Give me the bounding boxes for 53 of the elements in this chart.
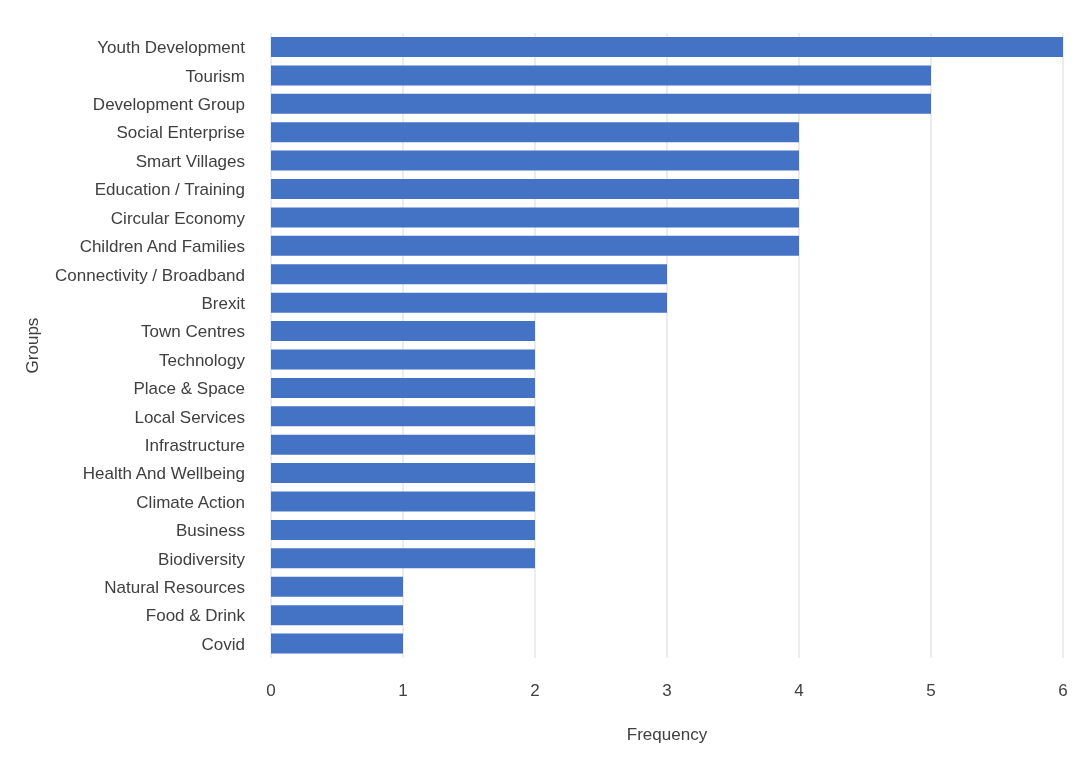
y-tick-label: Technology	[158, 350, 246, 370]
bar	[271, 519, 535, 540]
x-tick-label: 4	[794, 681, 804, 701]
bar	[271, 36, 1063, 57]
bar	[271, 65, 931, 86]
bar	[271, 235, 799, 256]
bar	[271, 122, 799, 143]
y-tick-label: Social Enterprise	[116, 123, 245, 143]
bar	[271, 576, 403, 597]
y-tick-label: Business	[176, 521, 245, 541]
bar	[271, 179, 799, 200]
x-tick-label: 2	[530, 681, 540, 701]
y-tick-label: Town Centres	[141, 322, 245, 342]
bar	[271, 633, 403, 654]
y-tick-label: Place & Space	[133, 379, 245, 399]
bar	[271, 491, 535, 512]
bar	[271, 150, 799, 171]
y-tick-label: Education / Training	[94, 180, 245, 200]
bar	[271, 264, 667, 285]
y-tick-label: Youth Development	[97, 38, 246, 58]
y-tick-label: Climate Action	[136, 492, 245, 512]
y-tick-label: Smart Villages	[135, 151, 245, 171]
y-tick-label: Local Services	[134, 407, 245, 427]
x-tick-label: 6	[1058, 681, 1068, 701]
bar	[271, 377, 535, 398]
bar	[271, 207, 799, 228]
y-tick-label: Tourism	[185, 66, 245, 86]
y-tick-label: Covid	[201, 634, 245, 654]
bar	[271, 406, 535, 427]
y-tick-label: Brexit	[201, 293, 246, 313]
bar	[271, 321, 535, 342]
y-tick-label: Natural Resources	[104, 578, 245, 598]
y-tick-label: Food & Drink	[145, 606, 246, 626]
bar	[271, 605, 403, 626]
bar	[271, 349, 535, 370]
bar	[271, 548, 535, 569]
x-tick-label: 5	[926, 681, 936, 701]
bar	[271, 463, 535, 484]
y-axis-title: Groups	[23, 317, 43, 374]
x-tick-label: 0	[266, 681, 276, 701]
y-tick-label: Health And Wellbeing	[82, 464, 245, 484]
bar	[271, 93, 931, 114]
y-tick-label: Biodiversity	[158, 549, 246, 569]
x-tick-label: 1	[398, 681, 408, 701]
y-tick-label: Infrastructure	[144, 435, 245, 455]
x-tick-label: 3	[662, 681, 672, 701]
y-tick-label: Children And Families	[79, 237, 245, 257]
bar	[271, 292, 667, 313]
y-tick-label: Circular Economy	[110, 208, 246, 228]
x-axis-title: Frequency	[626, 725, 708, 744]
y-tick-label: Connectivity / Broadband	[55, 265, 245, 285]
y-tick-label: Development Group	[92, 95, 245, 115]
bar	[271, 434, 535, 455]
